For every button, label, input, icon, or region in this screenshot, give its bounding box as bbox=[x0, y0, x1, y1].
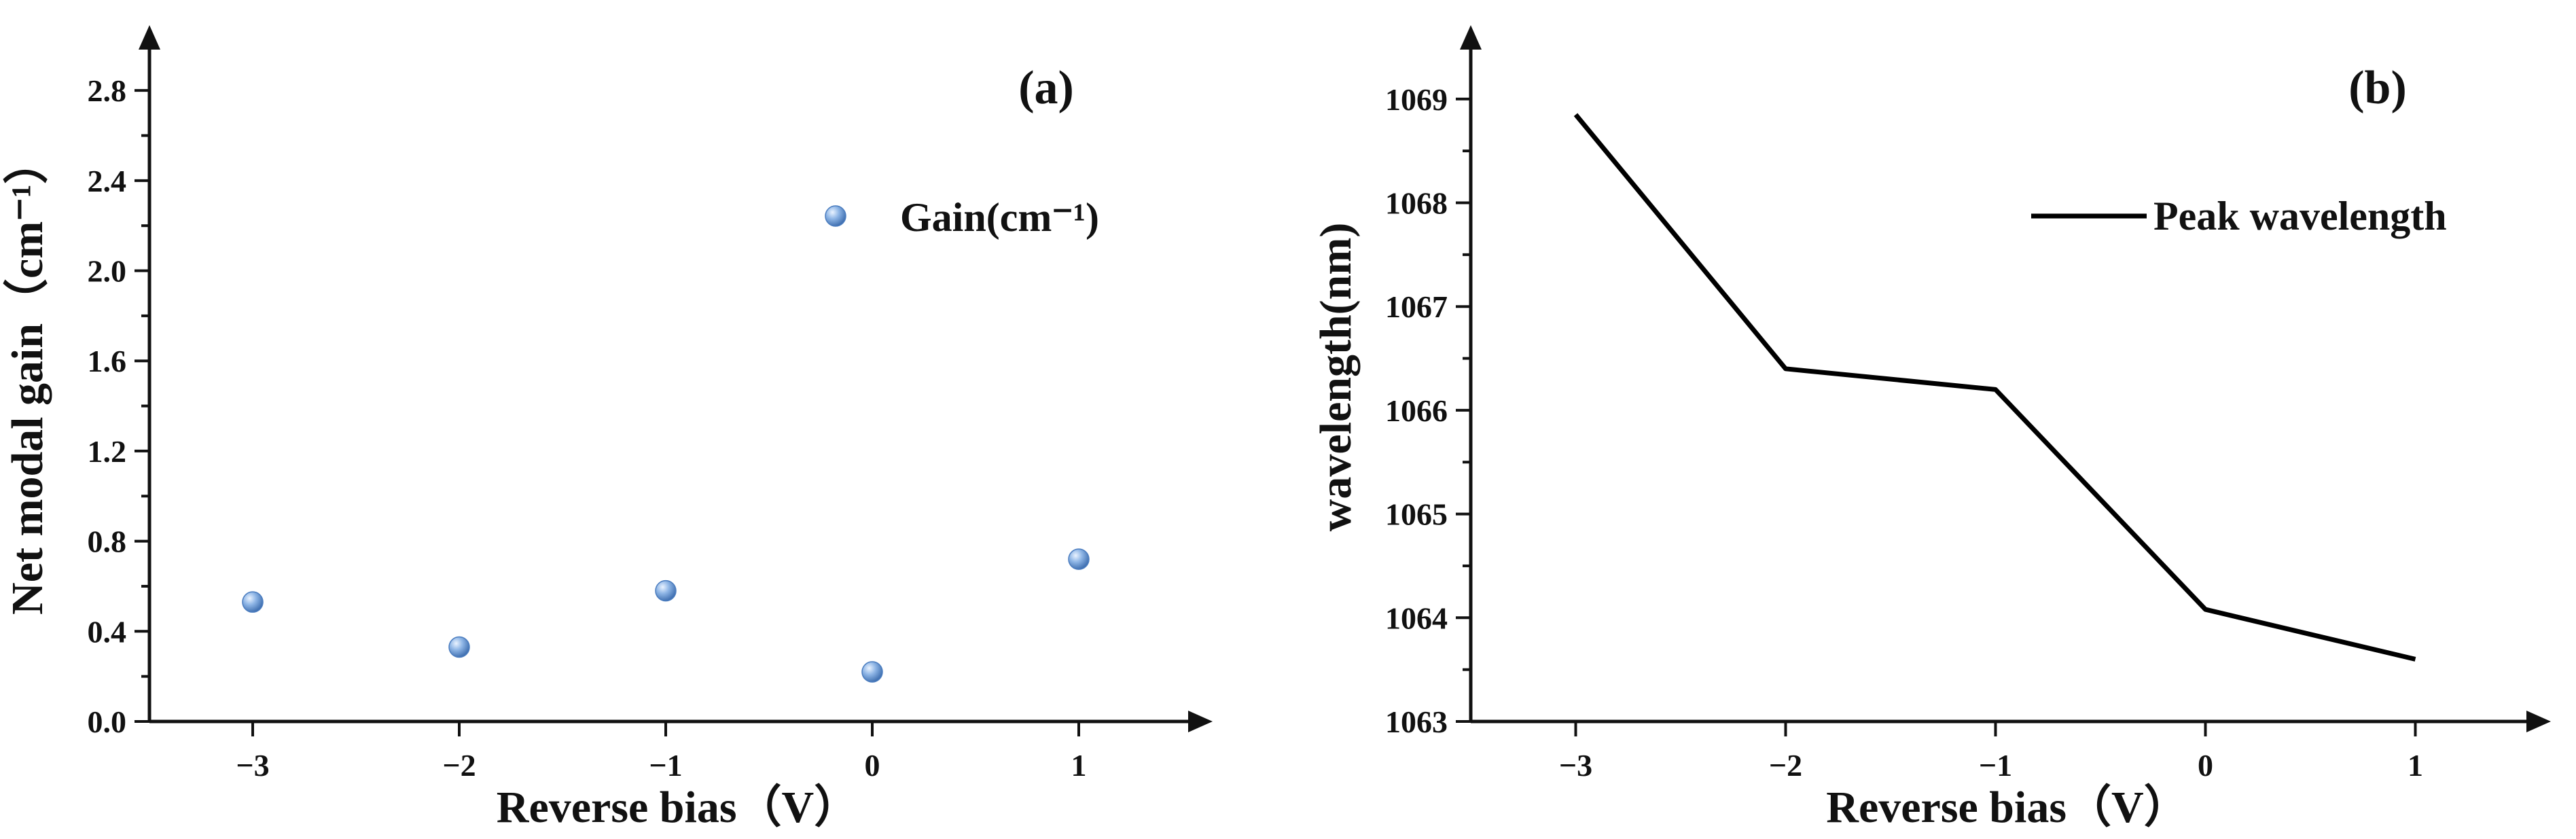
panel-a: −3 −2 −1 0 1 0.0 0.4 0.8 1.2 1.6 2.0 2.4 2.8 Reverse … bbox=[2, 25, 1213, 832]
data-point bbox=[242, 591, 264, 613]
y-tick-label: 1069 bbox=[1385, 82, 1448, 117]
data-point bbox=[1068, 548, 1090, 570]
legend-label: Gain(cm⁻¹) bbox=[900, 195, 1099, 240]
x-tick-label: 1 bbox=[2408, 748, 2423, 783]
panel-b: −3 −2 −1 0 1 1063 1064 1065 1066 1067 1068 1069 Reve… bbox=[1311, 25, 2551, 832]
x-tick-label: −3 bbox=[1559, 748, 1592, 783]
y-tick-label: 2.4 bbox=[88, 164, 127, 198]
y-tick-label: 1068 bbox=[1385, 186, 1448, 221]
y-axis-title: wavelength(nm) bbox=[1311, 223, 1361, 532]
y-tick-label: 1067 bbox=[1385, 289, 1448, 324]
x-tick-label: −1 bbox=[1979, 748, 2012, 783]
data-point bbox=[861, 661, 883, 683]
x-tick-label: 0 bbox=[2198, 748, 2213, 783]
y-tick-label: 0.0 bbox=[88, 704, 127, 739]
x-tick-label: 0 bbox=[865, 748, 880, 783]
y-tick-label: 0.4 bbox=[88, 614, 127, 649]
data-point bbox=[655, 579, 677, 602]
panel-label: (a) bbox=[1018, 62, 1074, 114]
x-axis-arrow-icon bbox=[2526, 711, 2551, 732]
x-axis-title: Reverse bias（V） bbox=[1826, 782, 2188, 832]
y-tick-label: 1063 bbox=[1385, 704, 1448, 739]
x-tick-label: −3 bbox=[236, 748, 269, 783]
y-tick-label: 1064 bbox=[1385, 601, 1448, 635]
data-point bbox=[448, 636, 470, 658]
x-tick-label: 1 bbox=[1071, 748, 1087, 783]
y-tick-label: 1066 bbox=[1385, 393, 1448, 428]
x-axis-arrow-icon bbox=[1188, 711, 1213, 732]
x-axis-title: Reverse bias（V） bbox=[497, 782, 859, 832]
y-tick-label: 0.8 bbox=[88, 524, 127, 559]
y-tick-label: 1.6 bbox=[88, 344, 127, 378]
y-tick-label: 2.0 bbox=[88, 254, 127, 289]
x-tick-label: −2 bbox=[1769, 748, 1802, 783]
y-axis-arrow-icon bbox=[1460, 25, 1482, 50]
x-tick-label: −2 bbox=[442, 748, 476, 783]
x-tick-label: −1 bbox=[649, 748, 682, 783]
panel-label: (b) bbox=[2348, 62, 2407, 114]
y-tick-label: 1065 bbox=[1385, 497, 1448, 532]
y-axis-title: Net modal gain（cm⁻¹） bbox=[2, 139, 52, 615]
y-axis-arrow-icon bbox=[139, 25, 160, 50]
legend-label: Peak wavelength bbox=[2153, 194, 2447, 238]
y-tick-label: 1.2 bbox=[88, 434, 127, 469]
legend-marker bbox=[825, 205, 846, 227]
y-tick-label: 2.8 bbox=[88, 73, 127, 108]
